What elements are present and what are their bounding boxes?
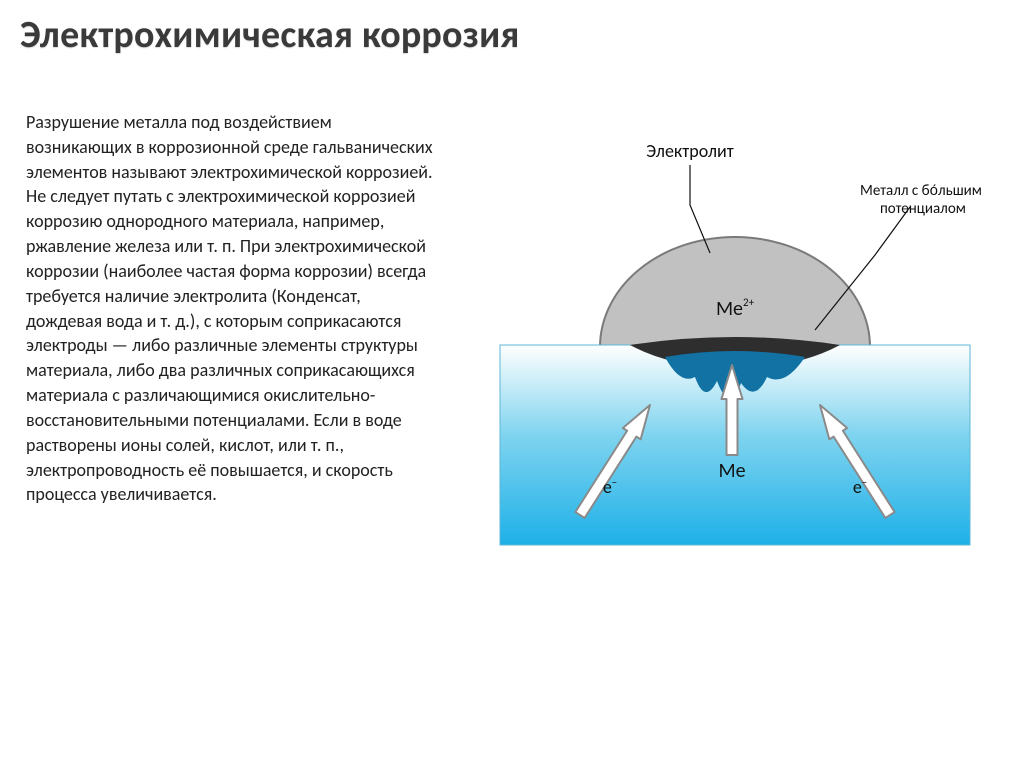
body-text: Разрушение металла под воздействием возн… <box>26 110 436 507</box>
page-title: Электрохимическая коррозия <box>20 12 520 58</box>
label-me: Me <box>718 459 745 483</box>
label-electrolyte: Электролит <box>646 140 734 162</box>
label-metal-higher-potential-1: Металл с бо́льшим <box>860 182 982 200</box>
slide: Электрохимическая коррозия Разрушение ме… <box>0 0 1024 767</box>
label-metal-higher-potential-2: потенциалом <box>880 200 966 218</box>
corrosion-diagram: Электролит Металл с бо́льшим потенциалом… <box>480 105 990 555</box>
electrolyte-dome <box>600 237 870 347</box>
